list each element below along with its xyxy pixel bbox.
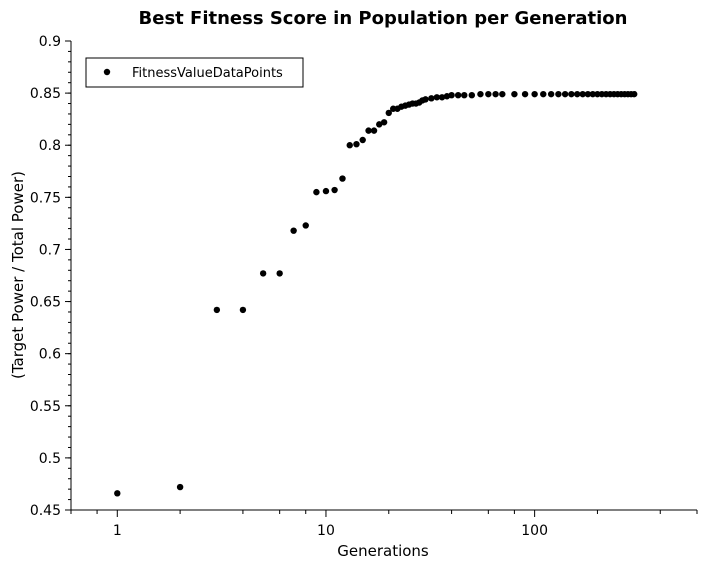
- y-tick-label: 0.8: [39, 138, 61, 154]
- data-point: [540, 90, 547, 98]
- data-point: [555, 90, 562, 98]
- data-point: [376, 121, 383, 128]
- data-point: [433, 94, 441, 101]
- data-point: [568, 90, 575, 98]
- data-point: [259, 270, 267, 277]
- data-point: [239, 306, 247, 314]
- data-point: [302, 222, 309, 229]
- data-point: [468, 91, 476, 99]
- data-point: [331, 186, 338, 194]
- x-tick-label: 100: [521, 523, 548, 539]
- data-point: [531, 90, 538, 98]
- y-tick-label: 0.45: [30, 503, 61, 519]
- data-point: [630, 90, 638, 98]
- data-point: [594, 90, 601, 98]
- legend-marker: [103, 68, 111, 76]
- data-point: [353, 140, 360, 148]
- data-point: [346, 142, 353, 149]
- x-tick-label: 1: [113, 523, 122, 539]
- data-point: [276, 270, 283, 277]
- legend: FitnessValueDataPoints: [85, 57, 304, 88]
- y-tick-label: 0.75: [30, 190, 61, 206]
- data-point: [422, 96, 429, 103]
- legend-box: [85, 57, 304, 88]
- data-point: [485, 90, 492, 98]
- data-point: [477, 90, 484, 98]
- data-point: [448, 91, 455, 99]
- data-point: [370, 127, 378, 134]
- data-point: [547, 90, 555, 98]
- data-point: [176, 483, 184, 491]
- data-point: [574, 90, 581, 98]
- data-point: [290, 227, 297, 234]
- y-tick-label: 0.85: [30, 86, 61, 102]
- data-point: [322, 187, 330, 195]
- y-tick-label: 0.65: [30, 295, 61, 311]
- chart-title: Best Fitness Score in Population per Gen…: [139, 8, 628, 29]
- data-point: [313, 188, 320, 196]
- y-tick-label: 0.55: [30, 399, 61, 415]
- data-point: [511, 90, 518, 98]
- data-points: [114, 90, 638, 497]
- data-point: [454, 91, 462, 99]
- y-axis-ticks: 0.45 0.5 0.55 0.6 0.65 0.7 0.75 0.8 0.85 0.9: [30, 34, 71, 519]
- data-point: [492, 90, 499, 98]
- x-axis-ticks: 1 10 100: [70, 510, 698, 539]
- y-tick-label: 0.5: [39, 451, 61, 467]
- data-point: [339, 175, 346, 182]
- y-tick-label: 0.6: [39, 347, 61, 363]
- data-point: [461, 91, 468, 99]
- data-point: [589, 90, 596, 98]
- x-axis-label: Generations: [337, 542, 429, 560]
- y-axis-label: (Target Power / Total Power): [9, 171, 27, 379]
- data-point: [114, 490, 121, 497]
- data-point: [438, 94, 446, 101]
- data-point: [428, 95, 435, 102]
- data-point: [365, 127, 372, 134]
- data-point: [385, 109, 392, 117]
- data-point: [521, 90, 529, 98]
- y-tick-label: 0.9: [39, 34, 61, 50]
- y-tick-label: 0.7: [39, 242, 61, 258]
- x-tick-label: 10: [317, 523, 335, 539]
- data-point: [380, 119, 388, 126]
- data-point: [584, 90, 592, 98]
- data-point: [359, 136, 366, 144]
- data-point: [213, 306, 221, 314]
- data-point: [579, 90, 586, 98]
- data-point: [561, 90, 569, 98]
- data-point: [499, 90, 506, 98]
- legend-label: FitnessValueDataPoints: [132, 66, 283, 81]
